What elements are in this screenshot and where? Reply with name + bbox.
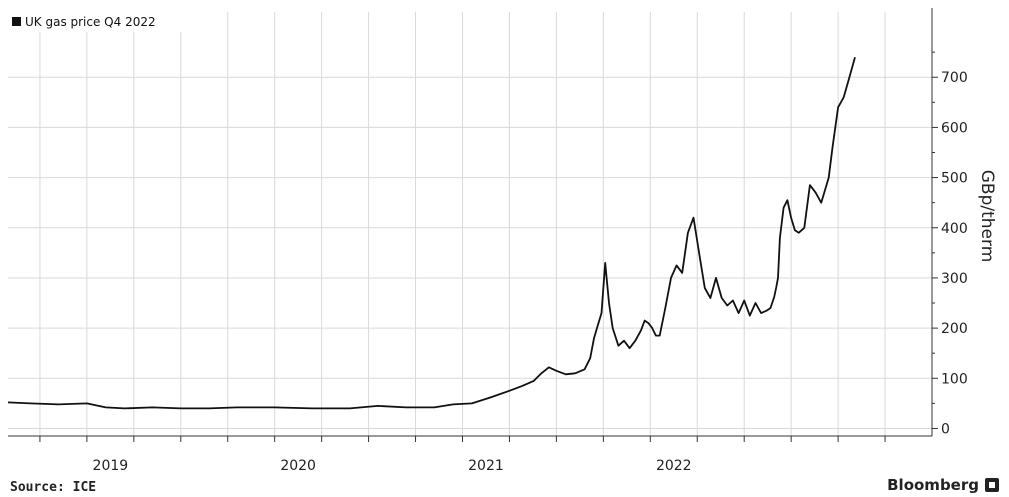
y-tick-label: 100 [941, 371, 968, 387]
y-tick-label: 200 [941, 321, 968, 337]
y-axis: 0 100 200 300 400 500 600 700 [931, 8, 968, 437]
legend-label: UK gas price Q4 2022 [25, 15, 156, 29]
y-tick-label: 700 [941, 70, 968, 86]
series-line [7, 56, 856, 410]
y-tick-label: 300 [941, 271, 968, 287]
x-axis: 2019 2020 2021 2022 [8, 435, 932, 474]
legend: UK gas price Q4 2022 [8, 12, 184, 32]
y-axis-title: GBp/therm [977, 170, 997, 263]
bloomberg-logo-icon [985, 478, 999, 492]
source-note: Source: ICE [10, 480, 97, 495]
legend-swatch-icon [12, 17, 21, 26]
brand-name: Bloomberg [887, 476, 979, 494]
legend-box [8, 12, 184, 32]
x-tick-label: 2022 [656, 458, 692, 474]
y-tick-label: 600 [941, 120, 968, 136]
x-tick-label: 2021 [468, 458, 504, 474]
y-tick-label: 500 [941, 171, 968, 187]
x-tick-label: 2020 [280, 458, 316, 474]
series-layer [7, 56, 856, 410]
y-tick-label: 0 [941, 421, 950, 437]
x-tick-label: 2019 [93, 458, 129, 474]
y-tick-label: 400 [941, 221, 968, 237]
brand: Bloomberg [887, 476, 999, 494]
